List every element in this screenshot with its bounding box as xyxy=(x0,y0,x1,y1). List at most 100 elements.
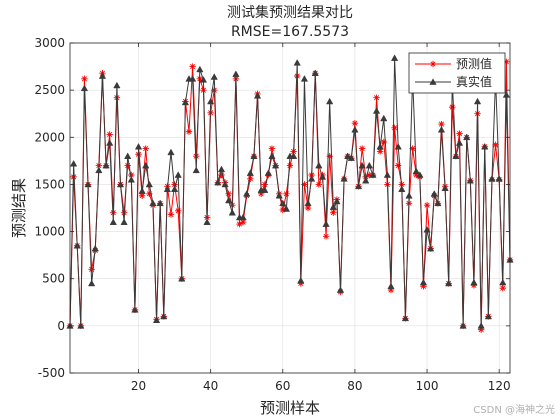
data-point xyxy=(456,130,463,137)
series-layer xyxy=(67,54,514,333)
data-point xyxy=(470,282,478,289)
data-point xyxy=(286,162,294,169)
data-point xyxy=(250,152,258,159)
data-point xyxy=(69,159,78,167)
data-point xyxy=(326,152,333,160)
data-point xyxy=(131,306,139,313)
data-point xyxy=(351,126,359,133)
data-point xyxy=(340,175,348,182)
data-point xyxy=(156,199,164,207)
legend-marker-predicted xyxy=(429,60,437,68)
data-point xyxy=(225,190,232,198)
data-point xyxy=(376,148,384,155)
data-point xyxy=(192,166,200,174)
data-point xyxy=(203,218,211,225)
data-point xyxy=(167,211,175,218)
data-point xyxy=(380,138,387,146)
data-point xyxy=(322,233,330,240)
data-point xyxy=(484,312,492,320)
data-point xyxy=(189,63,196,70)
data-point xyxy=(124,162,131,169)
plot-area xyxy=(70,43,510,373)
data-point xyxy=(239,213,247,221)
y-tick-label: 3000 xyxy=(34,36,65,50)
data-point xyxy=(146,190,153,198)
data-point xyxy=(102,161,110,169)
x-tick-label: 80 xyxy=(347,379,362,393)
data-point xyxy=(430,190,438,197)
data-point xyxy=(142,145,149,152)
data-point xyxy=(271,161,280,169)
data-point xyxy=(390,54,399,61)
legend-marker-glyph xyxy=(429,60,437,68)
watermark: CSDN @海神之光 xyxy=(473,403,555,416)
data-point xyxy=(344,152,352,159)
data-point xyxy=(185,128,193,135)
data-point xyxy=(106,139,114,146)
legend-box xyxy=(408,52,506,94)
data-point xyxy=(398,185,406,192)
axes-box xyxy=(69,42,511,374)
data-point xyxy=(84,180,92,188)
data-point xyxy=(492,141,499,149)
data-point xyxy=(405,192,413,199)
data-point xyxy=(304,204,312,212)
data-point xyxy=(358,161,366,169)
data-point xyxy=(221,180,229,188)
x-tick-label: 60 xyxy=(275,379,290,393)
data-point xyxy=(322,220,330,227)
x-axis-ticks: 20 40 60 80 100 120 xyxy=(131,43,511,393)
x-tick-label: 40 xyxy=(203,379,218,393)
y-tick-label: 2500 xyxy=(34,83,65,97)
data-point xyxy=(120,209,128,216)
data-point xyxy=(423,201,431,209)
data-point xyxy=(409,145,416,152)
data-point xyxy=(473,97,482,105)
y-axis-ticks: -500 0 500 1000 1500 2000 2500 3000 xyxy=(34,36,510,380)
data-point xyxy=(315,161,323,169)
data-point xyxy=(477,326,485,333)
data-point xyxy=(145,180,153,188)
data-point xyxy=(88,279,96,287)
data-point xyxy=(236,220,243,228)
data-point xyxy=(199,76,208,83)
data-point xyxy=(369,171,377,178)
data-point xyxy=(318,173,327,180)
data-point xyxy=(257,190,265,198)
data-point xyxy=(181,98,190,106)
data-point xyxy=(365,161,373,169)
data-point xyxy=(246,169,254,176)
data-point xyxy=(283,190,290,198)
data-point xyxy=(207,97,215,105)
data-point xyxy=(347,154,355,161)
data-point xyxy=(380,114,388,122)
data-point xyxy=(495,175,503,182)
data-point xyxy=(466,176,474,184)
data-point xyxy=(412,167,420,175)
data-point xyxy=(293,59,301,66)
data-point xyxy=(366,171,373,179)
data-point xyxy=(120,218,128,225)
x-tick-label: 100 xyxy=(416,379,439,393)
data-point xyxy=(502,91,511,98)
data-point xyxy=(351,119,359,127)
data-point xyxy=(383,171,392,178)
data-point xyxy=(138,187,146,194)
data-point xyxy=(455,139,464,146)
data-point xyxy=(503,58,510,66)
legend-label-actual: 真实值 xyxy=(456,74,492,89)
data-point xyxy=(300,75,309,82)
data-point xyxy=(80,84,89,92)
data-point xyxy=(387,282,395,290)
data-point xyxy=(445,279,453,287)
data-point xyxy=(499,278,507,286)
data-point xyxy=(134,142,143,150)
data-point xyxy=(73,241,81,249)
data-point xyxy=(174,171,182,178)
data-point xyxy=(330,209,337,216)
data-point xyxy=(261,181,268,188)
data-point xyxy=(196,65,204,73)
data-point xyxy=(289,152,298,159)
data-point xyxy=(488,175,496,182)
data-point xyxy=(336,286,345,293)
